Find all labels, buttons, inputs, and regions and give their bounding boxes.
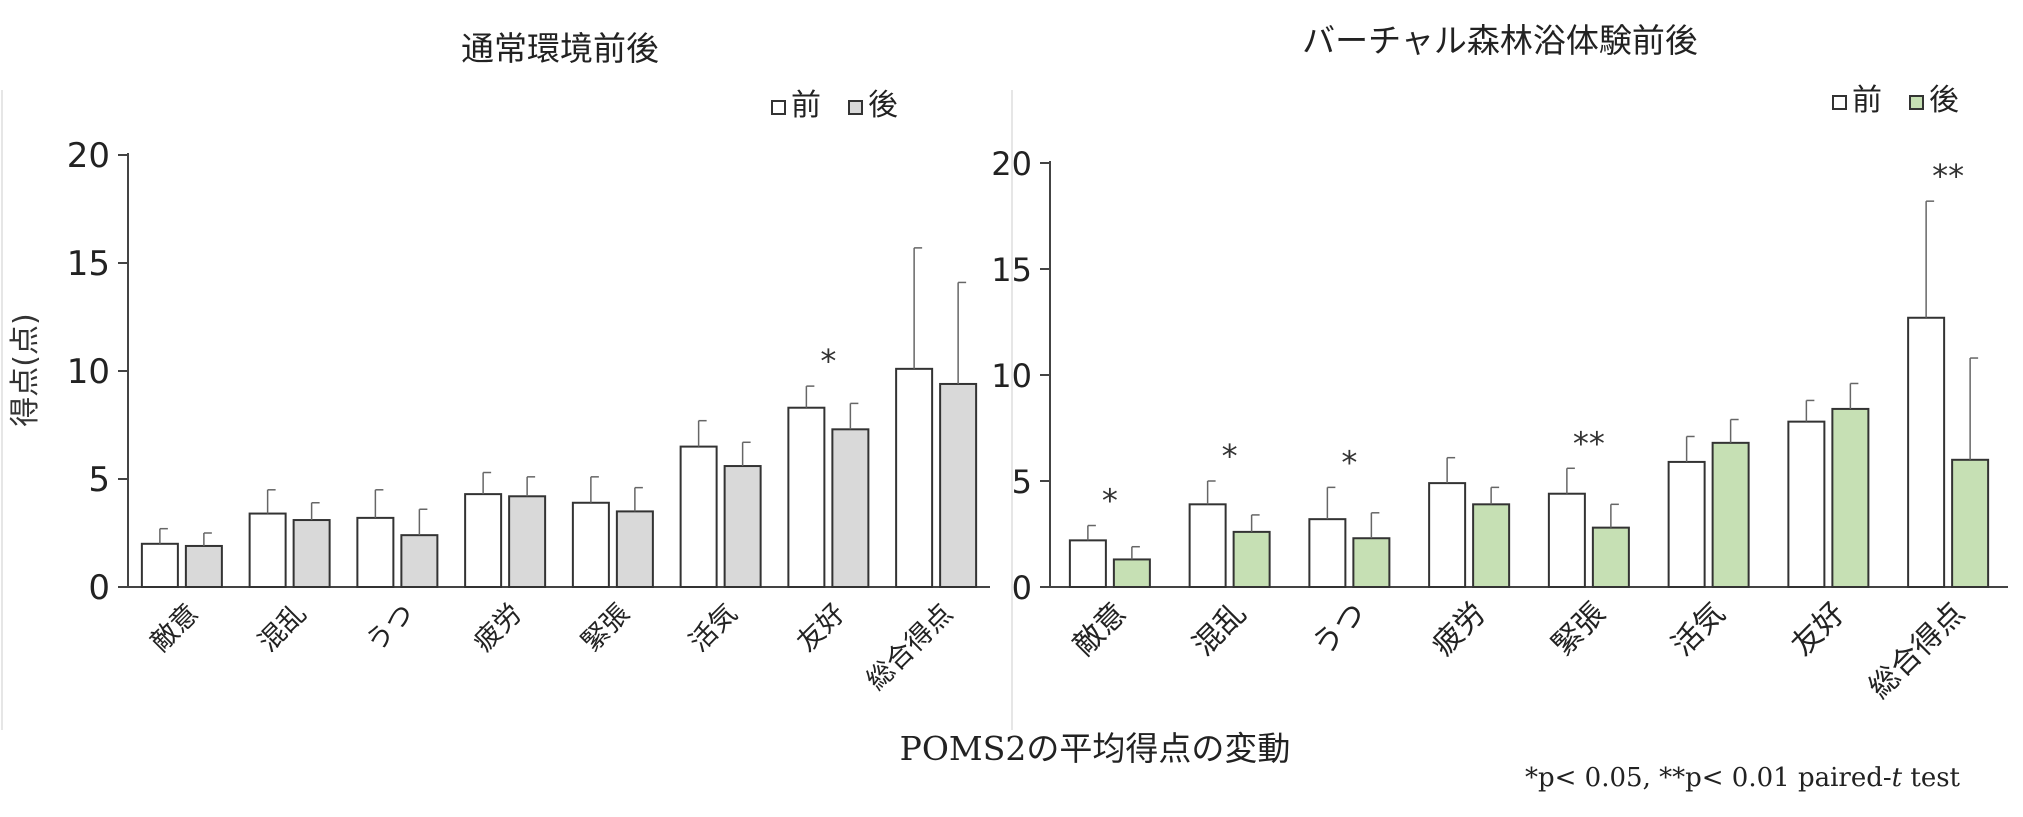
- bar-before: [248, 512, 287, 588]
- bar-before: [1068, 539, 1107, 588]
- bar-before: [464, 493, 503, 588]
- category-label: 混乱: [252, 598, 312, 658]
- category-label: 友好: [1785, 596, 1852, 663]
- y-tick-label: 0: [1012, 569, 1032, 607]
- bar-after: [1951, 458, 1990, 588]
- legend-swatch-before: [1832, 95, 1847, 110]
- bar-after: [1472, 503, 1511, 589]
- category-label: うつ: [360, 598, 420, 658]
- category-label: 総合得点: [861, 598, 959, 696]
- category-label: うつ: [1306, 596, 1373, 663]
- y-tick-label: 15: [991, 251, 1032, 289]
- chart-title: バーチャル森林浴体験前後: [1302, 21, 1698, 60]
- category-label: 活気: [1665, 596, 1732, 663]
- category-label: 疲労: [1426, 596, 1493, 663]
- bar-after: [1112, 558, 1151, 589]
- bar-after: [1831, 407, 1870, 589]
- bar-before: [1547, 492, 1586, 588]
- bar-before: [679, 445, 718, 588]
- bar-before: [1907, 316, 1946, 588]
- category-label: 敵意: [145, 598, 205, 658]
- category-label: 活気: [683, 598, 743, 658]
- bar-before: [1787, 420, 1826, 589]
- legend-label: 前: [791, 88, 821, 123]
- legend-swatch-after: [848, 100, 863, 115]
- category-label: 総合得点: [1862, 596, 1972, 706]
- category-label: 疲労: [468, 598, 528, 658]
- figure-caption: POMS2の平均得点の変動: [900, 729, 1291, 768]
- legend-label: 前: [1852, 83, 1882, 118]
- bar-before: [140, 542, 179, 588]
- category-label: 緊張: [1545, 596, 1612, 663]
- bar-after: [292, 519, 331, 588]
- bar-before: [1308, 518, 1347, 588]
- y-tick-label: 15: [67, 244, 110, 284]
- significance-marker: *: [1222, 437, 1238, 475]
- bar-after: [1711, 441, 1750, 588]
- significance-footnote: *p< 0.05, **p< 0.01 paired-t test: [1525, 763, 1961, 793]
- y-tick-label: 10: [991, 357, 1032, 395]
- bar-after: [1232, 530, 1271, 589]
- bar-before: [356, 516, 395, 589]
- significance-marker: *: [1341, 443, 1357, 481]
- category-label: 友好: [791, 598, 851, 658]
- significance-marker: **: [1573, 424, 1605, 462]
- legend-swatch-after: [1909, 95, 1924, 110]
- bar-before: [895, 367, 934, 588]
- bar-after: [939, 382, 978, 588]
- legend-label: 後: [1929, 83, 1959, 118]
- category-label: 緊張: [576, 598, 636, 658]
- bar-after: [723, 465, 762, 589]
- bar-before: [1428, 482, 1467, 588]
- bar-after: [508, 495, 547, 588]
- category-label: 混乱: [1186, 596, 1253, 663]
- chart-title: 通常環境前後: [461, 29, 659, 68]
- bar-before: [1667, 460, 1706, 589]
- bar-after: [1352, 537, 1391, 588]
- significance-marker: *: [820, 342, 836, 380]
- legend-label: 後: [868, 88, 898, 123]
- y-tick-label: 0: [88, 568, 110, 608]
- y-tick-label: 5: [1012, 463, 1032, 501]
- bar-after: [184, 544, 223, 589]
- bar-after: [400, 534, 439, 588]
- bar-after: [831, 428, 870, 588]
- y-tick-label: 5: [88, 460, 110, 500]
- legend-swatch-before: [771, 100, 786, 115]
- bar-after: [615, 510, 654, 588]
- y-axis-label: 得点(点): [8, 313, 43, 426]
- y-tick-label: 20: [991, 145, 1032, 183]
- bar-before: [787, 406, 826, 588]
- significance-marker: **: [1932, 157, 1964, 195]
- y-tick-label: 10: [67, 352, 110, 392]
- bar-before: [1188, 503, 1227, 589]
- bar-before: [571, 501, 610, 589]
- category-label: 敵意: [1066, 596, 1133, 663]
- y-tick-label: 20: [67, 136, 110, 176]
- significance-marker: *: [1102, 482, 1118, 520]
- bar-after: [1591, 526, 1630, 589]
